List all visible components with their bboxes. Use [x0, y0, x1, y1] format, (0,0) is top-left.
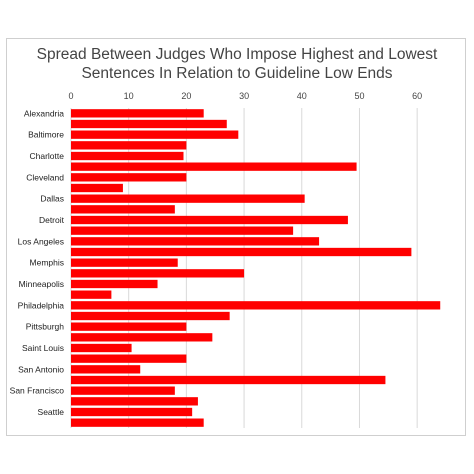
bar: [71, 247, 412, 257]
category-label: San Antonio: [18, 364, 64, 374]
bars: [71, 109, 441, 427]
category-labels: Alexandria Baltimore Charlotte Cleveland Dal…: [10, 108, 65, 417]
x-tick-label: 10: [124, 91, 134, 101]
x-axis-ticks: 0 10 20 30 40 50 60: [68, 91, 422, 101]
category-label: Charlotte: [30, 151, 65, 161]
bar: [71, 258, 178, 267]
bar: [71, 311, 230, 321]
bar: [71, 407, 193, 417]
bar: [71, 119, 227, 129]
category-label: Saint Louis: [22, 343, 64, 353]
bar: [71, 322, 187, 331]
bar: [71, 162, 357, 171]
bar: [71, 279, 158, 289]
bar: [71, 397, 198, 406]
category-label: Detroit: [39, 215, 65, 225]
bar: [71, 290, 112, 299]
category-label: San Francisco: [10, 386, 65, 396]
category-label: Philadelphia: [18, 300, 65, 310]
bar: [71, 109, 204, 118]
x-tick-label: 20: [181, 91, 191, 101]
bar: [71, 173, 187, 182]
bar: [71, 237, 320, 246]
category-label: Memphis: [30, 258, 64, 268]
bar: [71, 130, 239, 139]
bar: [71, 375, 386, 385]
category-label: Minneapolis: [19, 279, 64, 289]
x-tick-label: 0: [68, 91, 73, 101]
category-label: Cleveland: [26, 172, 64, 182]
category-label: Seattle: [38, 407, 65, 417]
category-label: Los Angeles: [18, 236, 64, 246]
bar: [71, 386, 175, 395]
x-tick-label: 40: [297, 91, 307, 101]
bar: [71, 151, 184, 161]
bar: [71, 418, 204, 427]
bar: [71, 194, 305, 203]
category-label: Pittsburgh: [26, 322, 65, 332]
bar: [71, 226, 294, 235]
bar: [71, 141, 187, 150]
bar: [71, 269, 245, 278]
bar: [71, 301, 441, 310]
x-tick-label: 60: [412, 91, 422, 101]
bar: [71, 333, 213, 342]
chart-title: Spread Between Judges Who Impose Highest…: [36, 46, 438, 82]
bar: [71, 183, 123, 193]
bar: [71, 343, 132, 353]
category-label: Alexandria: [24, 108, 64, 118]
bar: [71, 215, 348, 225]
grid-lines: [70, 108, 418, 428]
category-label: Baltimore: [28, 130, 64, 140]
x-tick-label: 30: [239, 91, 249, 101]
bar: [71, 205, 175, 214]
bar: [71, 365, 141, 374]
bar: [71, 354, 187, 363]
category-label: Dallas: [40, 194, 64, 204]
x-tick-label: 50: [354, 91, 364, 101]
